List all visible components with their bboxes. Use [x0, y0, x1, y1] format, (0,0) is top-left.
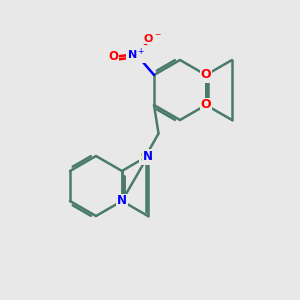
Text: O$^-$: O$^-$ [143, 32, 162, 44]
Text: N: N [117, 194, 127, 208]
Text: S: S [140, 151, 150, 164]
Text: N: N [143, 149, 153, 163]
Text: O: O [109, 50, 118, 64]
Text: N$^+$: N$^+$ [127, 46, 145, 62]
Text: O: O [201, 98, 211, 112]
Text: O: O [201, 68, 211, 82]
